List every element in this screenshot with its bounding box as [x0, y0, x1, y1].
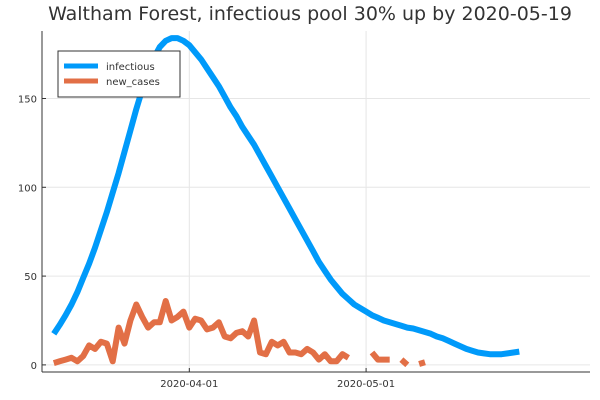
x-tick-label: 2020-05-01: [337, 379, 395, 390]
axes: [41, 31, 590, 373]
legend-label-new-cases: new_cases: [106, 77, 160, 88]
legend: infectious new_cases: [57, 50, 181, 98]
y-tick-label: 0: [31, 361, 37, 372]
y-tick-label: 50: [24, 272, 37, 283]
x-ticks: 2020-04-01 2020-05-01: [160, 368, 395, 390]
y-tick-label: 100: [18, 183, 37, 194]
legend-label-infectious: infectious: [106, 62, 155, 73]
y-tick-label: 150: [18, 94, 37, 105]
y-ticks: 0 50 100 150: [18, 94, 46, 372]
grid: [42, 31, 590, 372]
series-line-infectious: [51, 35, 520, 358]
chart-title: Waltham Forest, infectious pool 30% up b…: [48, 3, 572, 25]
x-tick-label: 2020-04-01: [160, 379, 218, 390]
series-line-new-cases: [52, 298, 426, 368]
series-layer: [51, 35, 520, 368]
legend-box: [57, 50, 181, 98]
